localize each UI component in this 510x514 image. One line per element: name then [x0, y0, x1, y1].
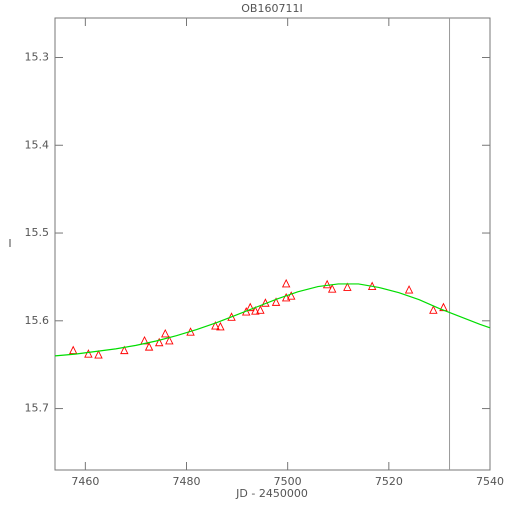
data-point: [256, 305, 265, 314]
y-tick-label: 15.7: [25, 402, 50, 415]
data-point: [429, 305, 438, 314]
model-curve: [54, 283, 491, 357]
data-point: [271, 297, 281, 306]
y-tick-label: 15.5: [25, 226, 50, 239]
x-tick-label: 7520: [375, 475, 403, 488]
data-point: [343, 282, 352, 291]
data-point: [68, 345, 78, 355]
data-point: [286, 291, 296, 300]
data-point: [120, 345, 129, 355]
data-point: [251, 306, 260, 315]
x-tick-label: 7540: [476, 475, 504, 488]
plot-frame: [54, 17, 491, 471]
data-point: [154, 337, 164, 347]
data-point: [246, 302, 255, 312]
data-point: [281, 292, 291, 302]
data-point: [281, 278, 291, 288]
x-axis-label: JD - 2450000: [235, 487, 308, 500]
data-point: [404, 285, 414, 294]
x-tick-label: 7480: [173, 475, 201, 488]
y-tick-label: 15.6: [25, 314, 50, 327]
data-point: [322, 279, 332, 289]
x-tick-label: 7460: [71, 475, 99, 488]
data-point: [144, 342, 154, 351]
y-tick-label: 15.3: [25, 50, 50, 63]
data-point: [161, 328, 170, 338]
data-point: [216, 321, 225, 331]
data-point: [211, 321, 220, 330]
chart-title: OB160711I: [241, 2, 302, 15]
data-point: [327, 284, 337, 293]
data-point: [165, 335, 174, 345]
x-tick-label: 7500: [274, 475, 302, 488]
data-point: [94, 350, 103, 359]
data-point: [84, 349, 93, 358]
y-tick-label: 15.4: [25, 138, 50, 151]
y-axis-label: I: [8, 237, 11, 250]
